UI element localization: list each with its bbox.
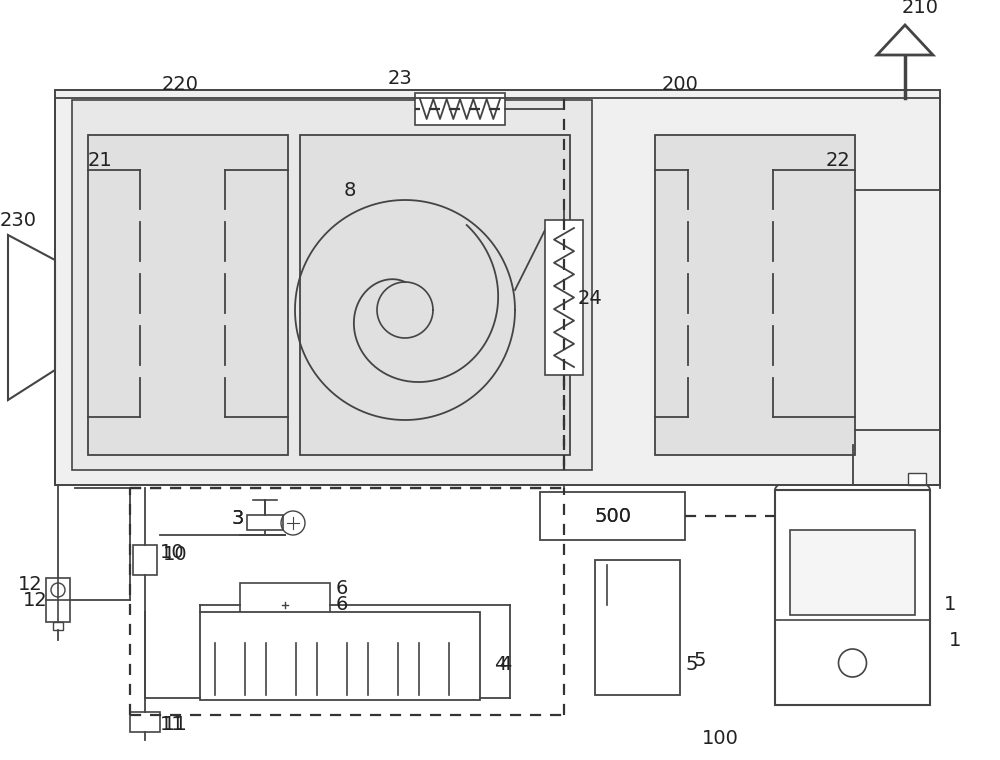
- Text: 3: 3: [232, 508, 244, 527]
- Bar: [72, 100, 592, 470]
- Text: 8: 8: [344, 181, 356, 200]
- Bar: [88, 135, 288, 455]
- Bar: [775, 490, 930, 705]
- Text: 10: 10: [160, 543, 184, 562]
- Text: 5: 5: [686, 655, 698, 675]
- Bar: [415, 93, 505, 125]
- Text: 5: 5: [694, 651, 706, 670]
- Text: 10: 10: [163, 546, 187, 565]
- Text: 23: 23: [388, 68, 412, 87]
- Bar: [46, 578, 70, 622]
- Bar: [790, 530, 915, 615]
- Text: 6: 6: [336, 578, 348, 597]
- Text: 500: 500: [594, 506, 631, 525]
- Bar: [655, 135, 855, 455]
- Bar: [595, 560, 680, 695]
- Text: 6: 6: [336, 596, 348, 615]
- Text: 100: 100: [702, 729, 738, 748]
- Bar: [247, 515, 283, 530]
- Text: 220: 220: [162, 75, 198, 94]
- Text: 24: 24: [578, 289, 602, 308]
- Bar: [540, 492, 685, 540]
- Text: 11: 11: [160, 715, 184, 734]
- Text: 12: 12: [23, 591, 47, 610]
- Text: 200: 200: [662, 75, 698, 94]
- Text: 12: 12: [18, 575, 42, 594]
- Bar: [133, 545, 157, 575]
- Text: 1: 1: [944, 596, 956, 615]
- Text: 4: 4: [494, 655, 506, 675]
- Bar: [55, 90, 940, 485]
- Text: 22: 22: [826, 150, 850, 169]
- Text: 210: 210: [902, 0, 939, 17]
- Bar: [53, 622, 63, 630]
- Polygon shape: [877, 25, 933, 55]
- Bar: [545, 220, 583, 375]
- Text: 1: 1: [949, 631, 961, 650]
- Text: 21: 21: [88, 150, 112, 169]
- Bar: [200, 612, 480, 700]
- Text: 230: 230: [0, 211, 36, 230]
- Text: 4: 4: [499, 655, 511, 675]
- Polygon shape: [8, 235, 55, 400]
- Text: 500: 500: [594, 506, 631, 525]
- Text: 11: 11: [163, 715, 187, 734]
- Text: 3: 3: [232, 508, 244, 527]
- Bar: [908, 473, 926, 485]
- Bar: [240, 583, 330, 627]
- Bar: [130, 712, 160, 732]
- Bar: [300, 135, 570, 455]
